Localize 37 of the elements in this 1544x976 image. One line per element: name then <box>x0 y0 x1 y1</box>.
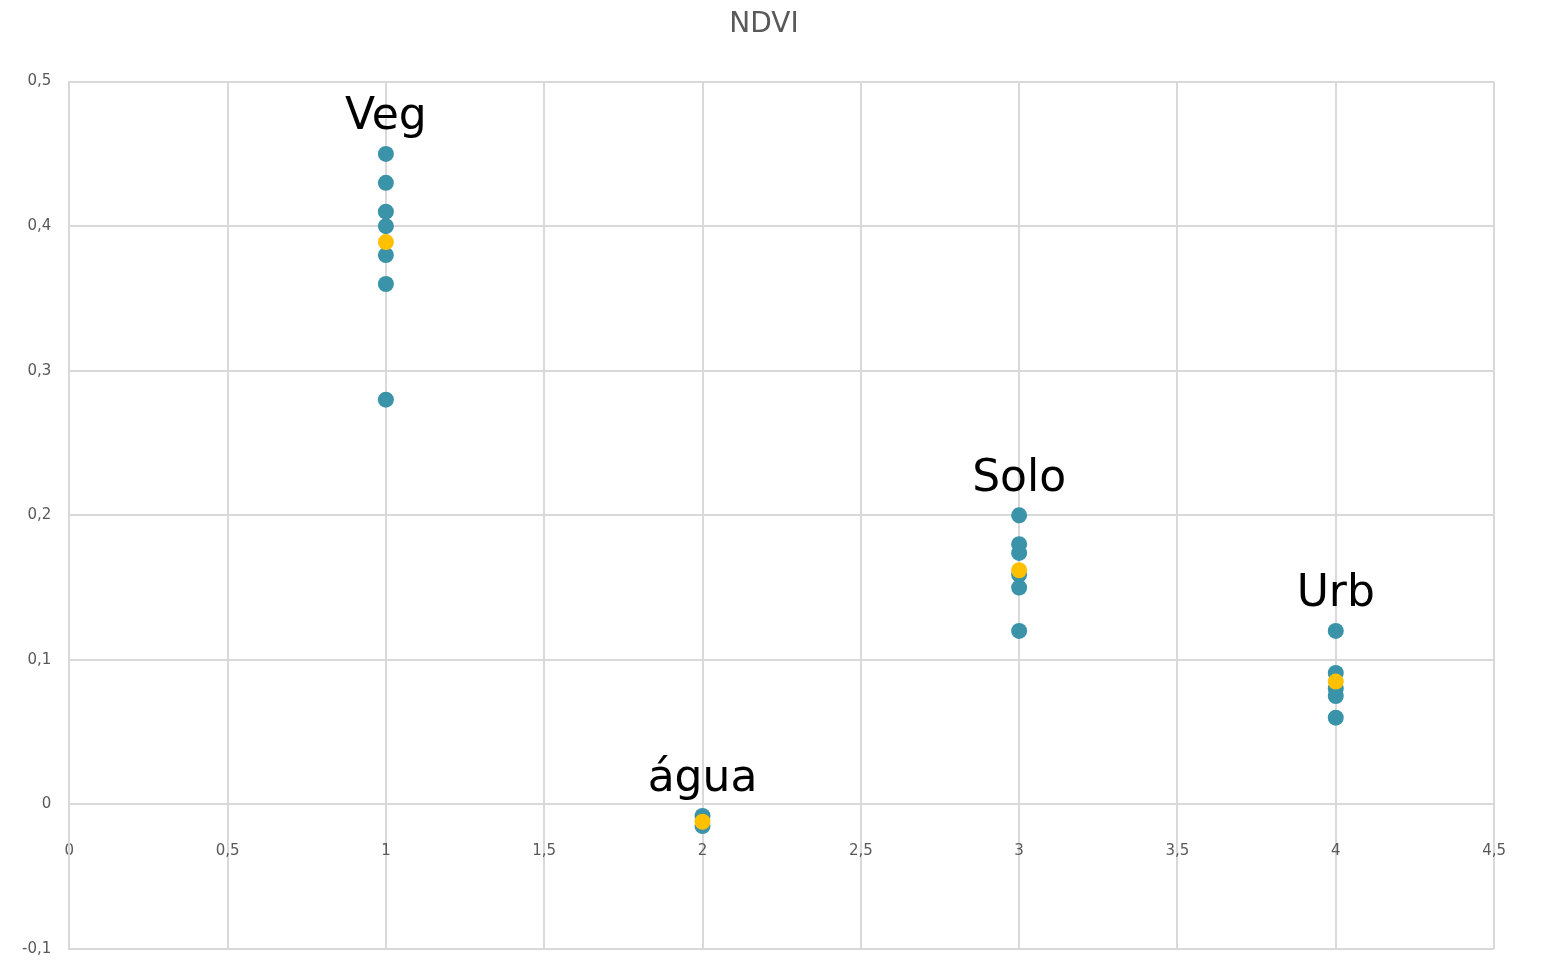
point <box>377 247 394 264</box>
x-tick-label: 1,5 <box>532 841 557 860</box>
chart-title: NDVI <box>729 6 799 40</box>
point <box>377 203 394 220</box>
point <box>1011 622 1028 639</box>
point <box>377 174 394 191</box>
y-tick-label: 0,4 <box>27 216 52 235</box>
y-tick-label: 0,3 <box>27 360 52 379</box>
x-tick-label: 4,5 <box>1482 841 1506 860</box>
point <box>1011 562 1028 579</box>
point <box>377 218 394 235</box>
annotation: Urb <box>1296 565 1375 617</box>
point <box>1327 673 1344 690</box>
point <box>1327 709 1344 726</box>
annotation: Veg <box>345 88 427 140</box>
y-tick-label: 0,1 <box>27 649 52 668</box>
annotation: água <box>647 750 758 802</box>
point <box>1011 507 1028 524</box>
x-tick-label: 2,5 <box>848 841 873 860</box>
point <box>377 275 394 292</box>
y-tick-label: 0 <box>41 794 52 813</box>
x-tick-label: 1 <box>381 841 391 860</box>
x-tick-label: 3,5 <box>1165 841 1190 860</box>
point <box>1327 622 1344 639</box>
point <box>377 145 394 162</box>
annotation: Solo <box>972 449 1067 501</box>
point <box>377 391 394 408</box>
y-tick-label: 0,5 <box>27 71 52 90</box>
x-tick-label: 0,5 <box>215 841 240 860</box>
x-tick-label: 2 <box>697 841 708 860</box>
y-tick-label: -0,1 <box>21 938 52 957</box>
x-tick-label: 4 <box>1330 841 1341 860</box>
x-tick-label: 3 <box>1014 841 1024 860</box>
y-tick-label: 0,2 <box>27 505 52 524</box>
point <box>377 234 394 251</box>
point <box>1011 579 1028 596</box>
point <box>694 813 711 830</box>
